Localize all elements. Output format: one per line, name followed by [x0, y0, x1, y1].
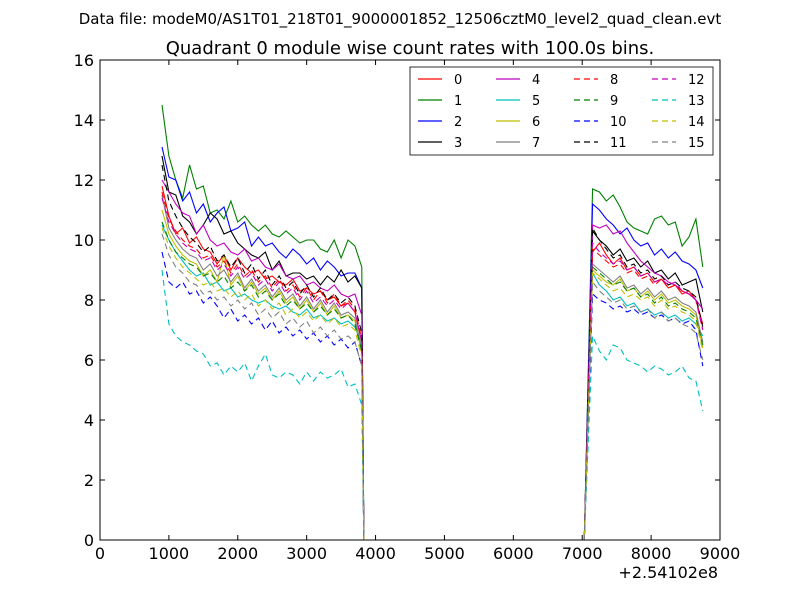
legend-box: [409, 66, 714, 156]
chart-title: Quadrant 0 module wise count rates with …: [166, 38, 655, 59]
series-line-9: [161, 221, 704, 540]
x-tick-label: 6000: [493, 544, 534, 563]
x-tick-label: 9000: [700, 544, 741, 563]
series-line-1: [161, 104, 704, 540]
y-tick-label: 4: [84, 411, 94, 430]
legend-label-5: 5: [532, 94, 540, 109]
legend-label-1: 1: [454, 94, 462, 109]
legend-label-3: 3: [454, 136, 462, 151]
y-tick-label: 2: [84, 471, 94, 490]
x-tick-label: 8000: [631, 544, 672, 563]
legend-label-14: 14: [688, 115, 705, 130]
x-offset-label: +2.54102e8: [618, 563, 718, 582]
legend-label-13: 13: [688, 94, 705, 109]
legend-label-15: 15: [688, 136, 705, 151]
legend-label-8: 8: [610, 73, 618, 88]
figure-suptitle: Data file: modeM0/AS1T01_218T01_90000018…: [79, 10, 722, 29]
series-layer: [161, 104, 704, 540]
series-line-14: [161, 227, 704, 540]
series-line-2: [161, 146, 704, 540]
y-tick-label: 6: [84, 351, 94, 370]
legend-label-4: 4: [532, 73, 540, 88]
y-tick-label: 16: [74, 51, 94, 70]
series-line-8: [161, 191, 704, 540]
series-line-7: [161, 194, 704, 540]
series-line-13: [161, 269, 704, 540]
x-tick-label: 0: [95, 544, 105, 563]
series-line-11: [161, 164, 704, 540]
legend-label-7: 7: [532, 136, 540, 151]
y-tick-label: 14: [74, 111, 94, 130]
x-tick-label: 1000: [149, 544, 190, 563]
y-tick-label: 12: [74, 171, 94, 190]
legend-label-10: 10: [610, 115, 627, 130]
series-line-12: [161, 197, 704, 540]
x-tick-label: 3000: [286, 544, 327, 563]
series-line-15: [161, 233, 704, 540]
series-line-5: [161, 224, 704, 540]
legend-label-0: 0: [454, 73, 462, 88]
y-tick-label: 0: [84, 531, 94, 550]
y-tick-label: 8: [84, 291, 94, 310]
legend-label-12: 12: [688, 73, 705, 88]
x-tick-label: 2000: [217, 544, 258, 563]
x-tick-label: 4000: [355, 544, 396, 563]
legend-label-9: 9: [610, 94, 618, 109]
series-line-3: [161, 155, 704, 540]
ticks-layer: 0 1000 2000 3000 4000 5000 6000 7000 8000 9000 0 2 4…: [74, 51, 741, 563]
x-tick-label: 5000: [424, 544, 465, 563]
series-line-4: [161, 179, 704, 540]
legend-label-2: 2: [454, 115, 462, 130]
legend-label-6: 6: [532, 115, 540, 130]
series-line-0: [161, 185, 704, 540]
x-tick-label: 7000: [562, 544, 603, 563]
series-line-6: [161, 209, 704, 540]
y-tick-label: 10: [74, 231, 94, 250]
legend-label-11: 11: [610, 136, 627, 151]
